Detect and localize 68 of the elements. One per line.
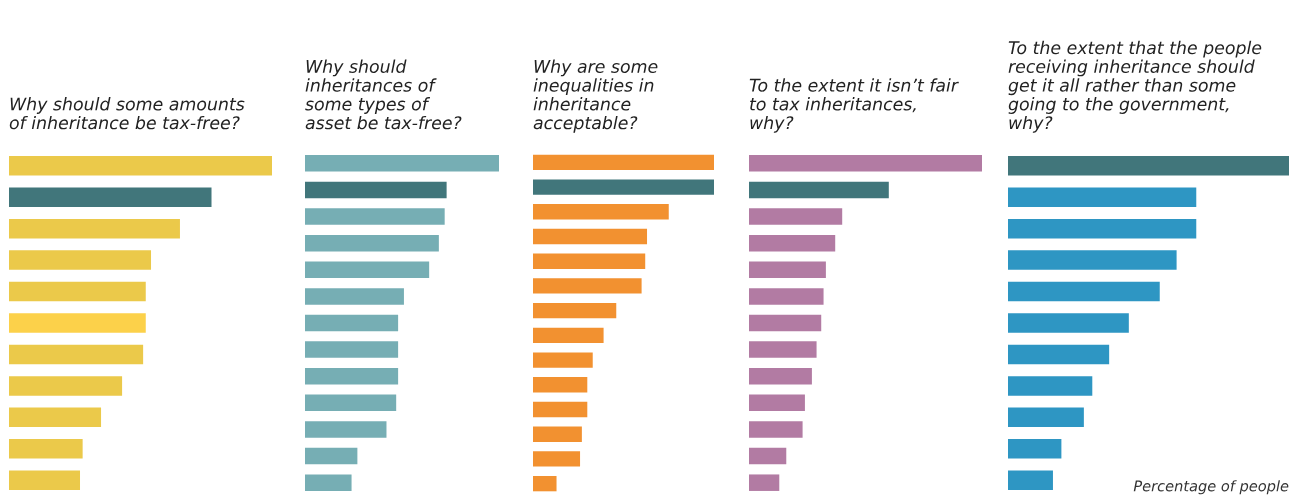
chart-title: Why should some amounts of inheritance be tax-free? [9, 97, 245, 130]
chart-title: To the extent that the people receiving inheritance should get it all rather than some going to the government, why? [1008, 40, 1262, 133]
bar [9, 187, 212, 207]
bar [305, 447, 358, 465]
bar [749, 288, 824, 305]
bar [305, 261, 430, 279]
bar [749, 181, 889, 199]
bar [305, 181, 447, 199]
bar [1008, 281, 1160, 302]
bar [533, 327, 604, 344]
bar [305, 341, 399, 358]
bar [9, 155, 272, 176]
bar [305, 234, 439, 252]
bar [9, 376, 123, 396]
bar [305, 421, 387, 438]
bar [749, 421, 803, 438]
bar [1008, 218, 1197, 239]
bar [749, 394, 805, 412]
bar [749, 474, 780, 491]
bar [533, 228, 648, 245]
bar [9, 281, 146, 302]
bar [533, 377, 588, 393]
bar [1008, 407, 1084, 428]
bar [9, 313, 146, 333]
bar [305, 314, 399, 332]
bar [533, 179, 714, 195]
bar [533, 426, 582, 442]
bar [1008, 376, 1093, 396]
bar [749, 208, 843, 225]
bar [305, 367, 399, 385]
bar [1008, 344, 1110, 365]
bar [1008, 155, 1289, 176]
bar [533, 302, 617, 319]
bar [9, 439, 83, 459]
bar [749, 261, 826, 279]
bar [533, 352, 593, 368]
bar [9, 470, 81, 491]
bar [9, 218, 180, 239]
bar [533, 401, 588, 418]
bar [305, 155, 499, 172]
bar [9, 407, 102, 428]
bar [533, 451, 581, 467]
bar [305, 474, 352, 491]
chart-title: Why are some inequalities in inheritance acceptable? [533, 59, 658, 133]
annotation: Percentage of people [1133, 480, 1289, 495]
bar [749, 314, 822, 332]
bar [533, 204, 669, 220]
bar [533, 278, 642, 294]
bar [9, 344, 144, 365]
bar [1008, 313, 1129, 333]
bar [749, 341, 817, 358]
bar [533, 475, 557, 492]
bar [749, 447, 787, 465]
chart-title: To the extent it isn’t fair to tax inheritances, why? [749, 78, 959, 133]
bar [533, 253, 646, 269]
bar [9, 250, 152, 270]
bar [749, 234, 836, 252]
bar [305, 394, 397, 412]
bar [305, 288, 404, 305]
bar [1008, 439, 1062, 459]
bar [749, 367, 812, 385]
bar [533, 154, 714, 171]
bar [1008, 187, 1197, 207]
chart-title: Why should inheritances of some types of asset be tax-free? [305, 59, 462, 130]
bar [749, 155, 982, 172]
bar [1008, 250, 1177, 270]
bar [305, 208, 445, 225]
bar [1008, 470, 1053, 491]
